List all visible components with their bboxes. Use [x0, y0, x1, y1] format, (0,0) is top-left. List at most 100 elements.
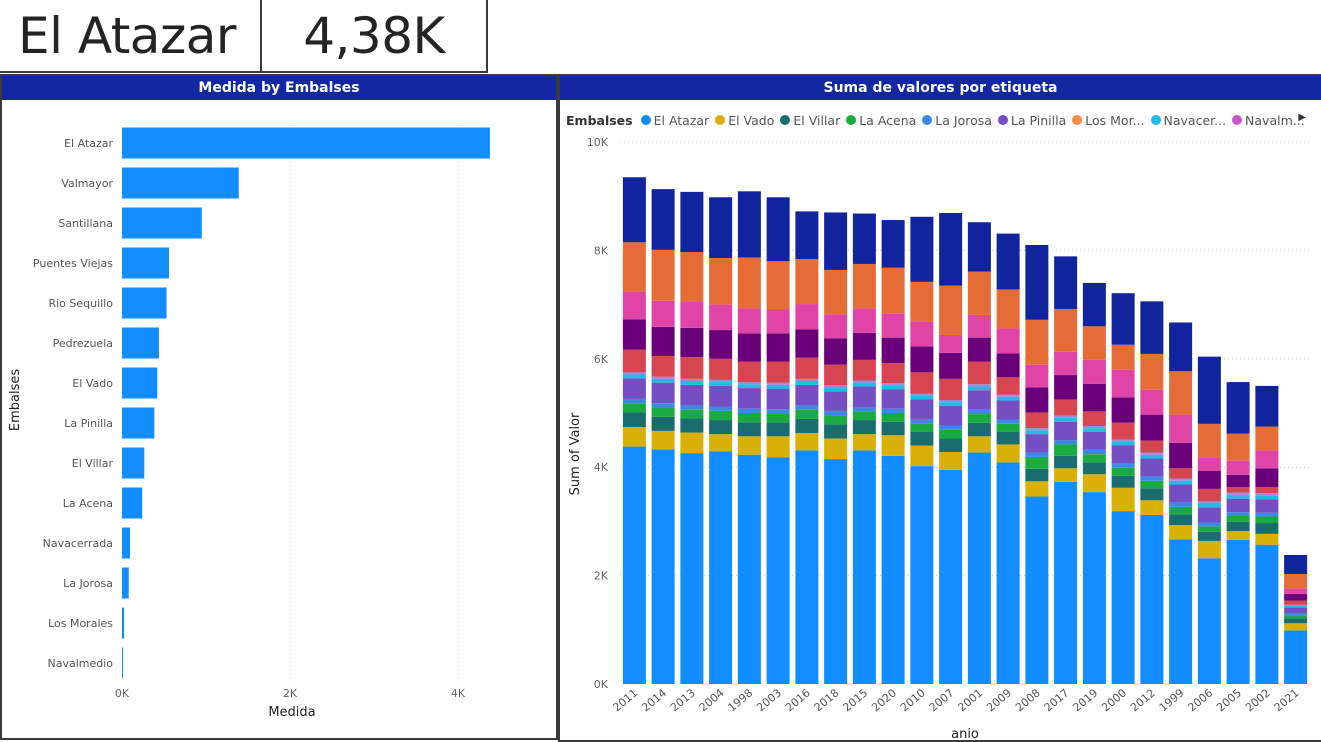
column-segment[interactable] — [852, 308, 876, 333]
column-segment[interactable] — [1284, 607, 1308, 613]
column-segment[interactable] — [824, 415, 848, 425]
column-segment[interactable] — [1226, 460, 1250, 475]
column-segment[interactable] — [910, 372, 934, 394]
column-segment[interactable] — [967, 222, 991, 272]
column-segment[interactable] — [1054, 421, 1078, 441]
column-segment[interactable] — [910, 399, 934, 419]
column-segment[interactable] — [852, 380, 876, 383]
column-segment[interactable] — [910, 346, 934, 373]
column-segment[interactable] — [1255, 499, 1279, 513]
column-segment[interactable] — [737, 382, 761, 385]
column-segment[interactable] — [651, 407, 675, 417]
column-segment[interactable] — [1082, 426, 1106, 429]
column-segment[interactable] — [1082, 454, 1106, 463]
column-segment[interactable] — [1111, 439, 1135, 442]
column-segment[interactable] — [1111, 397, 1135, 423]
column-segment[interactable] — [881, 389, 905, 409]
column-segment[interactable] — [1226, 512, 1250, 516]
column-segment[interactable] — [709, 358, 733, 380]
column-segment[interactable] — [910, 395, 934, 400]
column-segment[interactable] — [1140, 301, 1164, 354]
column-segment[interactable] — [1255, 544, 1279, 684]
column-segment[interactable] — [881, 220, 905, 268]
column-segment[interactable] — [622, 372, 646, 375]
column-segment[interactable] — [1226, 521, 1250, 532]
column-segment[interactable] — [1025, 412, 1049, 429]
column-segment[interactable] — [1255, 468, 1279, 488]
column-segment[interactable] — [795, 378, 819, 382]
column-segment[interactable] — [1025, 319, 1049, 365]
bar-chart-visual[interactable]: Medida by Embalses 0K 2K 4K El Atazar Valmay… — [0, 74, 558, 740]
column-segment[interactable] — [1025, 496, 1049, 684]
column-segment[interactable] — [996, 394, 1020, 397]
column-segment[interactable] — [881, 385, 905, 390]
column-segment[interactable] — [766, 361, 790, 383]
legend-item[interactable]: Navalm... — [1232, 113, 1305, 128]
column-segment[interactable] — [910, 216, 934, 282]
column-segment[interactable] — [824, 269, 848, 315]
column-segment[interactable] — [881, 421, 905, 436]
column-segment[interactable] — [910, 445, 934, 467]
column-segment[interactable] — [1169, 480, 1193, 485]
column-segment[interactable] — [709, 451, 733, 684]
column-segment[interactable] — [766, 261, 790, 309]
column-segment[interactable] — [622, 446, 646, 684]
column-segment[interactable] — [1255, 450, 1279, 469]
column-segment[interactable] — [939, 469, 963, 684]
column-segment[interactable] — [795, 381, 819, 385]
column-segment[interactable] — [622, 242, 646, 292]
column-segment[interactable] — [1169, 514, 1193, 526]
column-segment[interactable] — [996, 396, 1020, 401]
column-segment[interactable] — [1197, 423, 1221, 458]
column-segment[interactable] — [852, 332, 876, 360]
column-segment[interactable] — [996, 233, 1020, 290]
column-segment[interactable] — [1054, 455, 1078, 469]
column-segment[interactable] — [967, 409, 991, 415]
column-segment[interactable] — [1054, 375, 1078, 400]
column-segment[interactable] — [709, 385, 733, 407]
column-segment[interactable] — [852, 382, 876, 387]
column-segment[interactable] — [881, 435, 905, 456]
column-segment[interactable] — [1025, 456, 1049, 469]
column-segment[interactable] — [1284, 604, 1308, 606]
column-segment[interactable] — [1284, 600, 1308, 605]
column-segment[interactable] — [1054, 440, 1078, 445]
column-segment[interactable] — [651, 449, 675, 684]
column-segment[interactable] — [1025, 430, 1049, 435]
column-segment[interactable] — [680, 378, 704, 382]
column-segment[interactable] — [709, 410, 733, 421]
column-segment[interactable] — [1025, 481, 1049, 497]
column-segment[interactable] — [1025, 452, 1049, 457]
column-segment[interactable] — [1140, 440, 1164, 453]
column-segment[interactable] — [622, 177, 646, 243]
column-segment[interactable] — [709, 382, 733, 386]
column-segment[interactable] — [709, 434, 733, 452]
legend-item[interactable]: La Pinilla — [997, 113, 1066, 128]
column-segment[interactable] — [766, 382, 790, 385]
column-segment[interactable] — [1111, 475, 1135, 488]
column-segment[interactable] — [1284, 594, 1308, 601]
column-segment[interactable] — [737, 388, 761, 409]
column-segment[interactable] — [939, 425, 963, 430]
bar[interactable] — [122, 167, 239, 199]
column-segment[interactable] — [1140, 488, 1164, 501]
column-segment[interactable] — [939, 285, 963, 335]
column-segment[interactable] — [1169, 502, 1193, 507]
column-segment[interactable] — [1111, 445, 1135, 464]
column-segment[interactable] — [1169, 539, 1193, 684]
column-segment[interactable] — [1054, 351, 1078, 376]
column-segment[interactable] — [824, 387, 848, 392]
column-segment[interactable] — [852, 263, 876, 309]
column-segment[interactable] — [766, 457, 790, 684]
legend-item[interactable]: La Jorosa — [922, 113, 992, 128]
column-segment[interactable] — [766, 422, 790, 437]
column-segment[interactable] — [651, 300, 675, 327]
column-segment[interactable] — [1197, 488, 1221, 502]
column-segment[interactable] — [1054, 481, 1078, 684]
column-segment[interactable] — [680, 418, 704, 433]
column-segment[interactable] — [939, 452, 963, 470]
column-segment[interactable] — [1140, 353, 1164, 390]
column-segment[interactable] — [996, 289, 1020, 329]
column-segment[interactable] — [967, 390, 991, 410]
bar[interactable] — [122, 567, 129, 599]
